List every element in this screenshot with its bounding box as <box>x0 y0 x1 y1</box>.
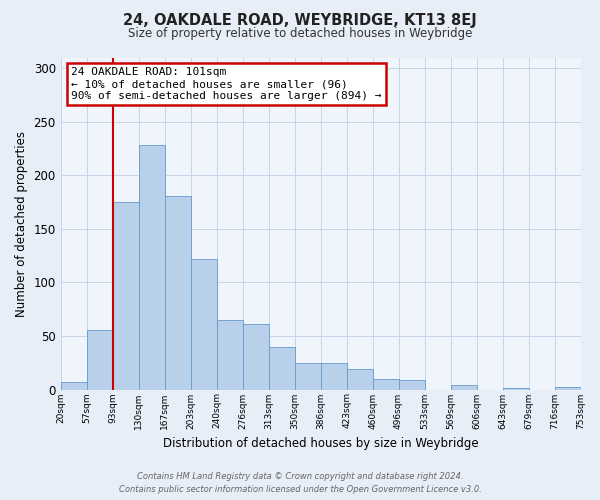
Text: 24 OAKDALE ROAD: 101sqm
← 10% of detached houses are smaller (96)
90% of semi-de: 24 OAKDALE ROAD: 101sqm ← 10% of detache… <box>71 68 382 100</box>
Bar <box>503 388 529 390</box>
Bar <box>164 196 191 390</box>
Bar <box>347 369 373 390</box>
Bar <box>373 379 398 390</box>
Bar <box>295 362 320 390</box>
Bar <box>61 382 86 390</box>
Text: Size of property relative to detached houses in Weybridge: Size of property relative to detached ho… <box>128 28 472 40</box>
Bar <box>269 346 295 390</box>
Bar <box>451 385 476 390</box>
Bar <box>398 380 425 390</box>
Bar <box>86 330 113 390</box>
Text: 24, OAKDALE ROAD, WEYBRIDGE, KT13 8EJ: 24, OAKDALE ROAD, WEYBRIDGE, KT13 8EJ <box>123 12 477 28</box>
Bar <box>217 320 242 390</box>
Bar <box>242 324 269 390</box>
Bar <box>139 146 164 390</box>
Bar <box>113 202 139 390</box>
Y-axis label: Number of detached properties: Number of detached properties <box>15 130 28 316</box>
Bar <box>320 362 347 390</box>
Bar <box>554 388 581 390</box>
Text: Contains HM Land Registry data © Crown copyright and database right 2024.
Contai: Contains HM Land Registry data © Crown c… <box>119 472 481 494</box>
Bar <box>191 259 217 390</box>
X-axis label: Distribution of detached houses by size in Weybridge: Distribution of detached houses by size … <box>163 437 478 450</box>
